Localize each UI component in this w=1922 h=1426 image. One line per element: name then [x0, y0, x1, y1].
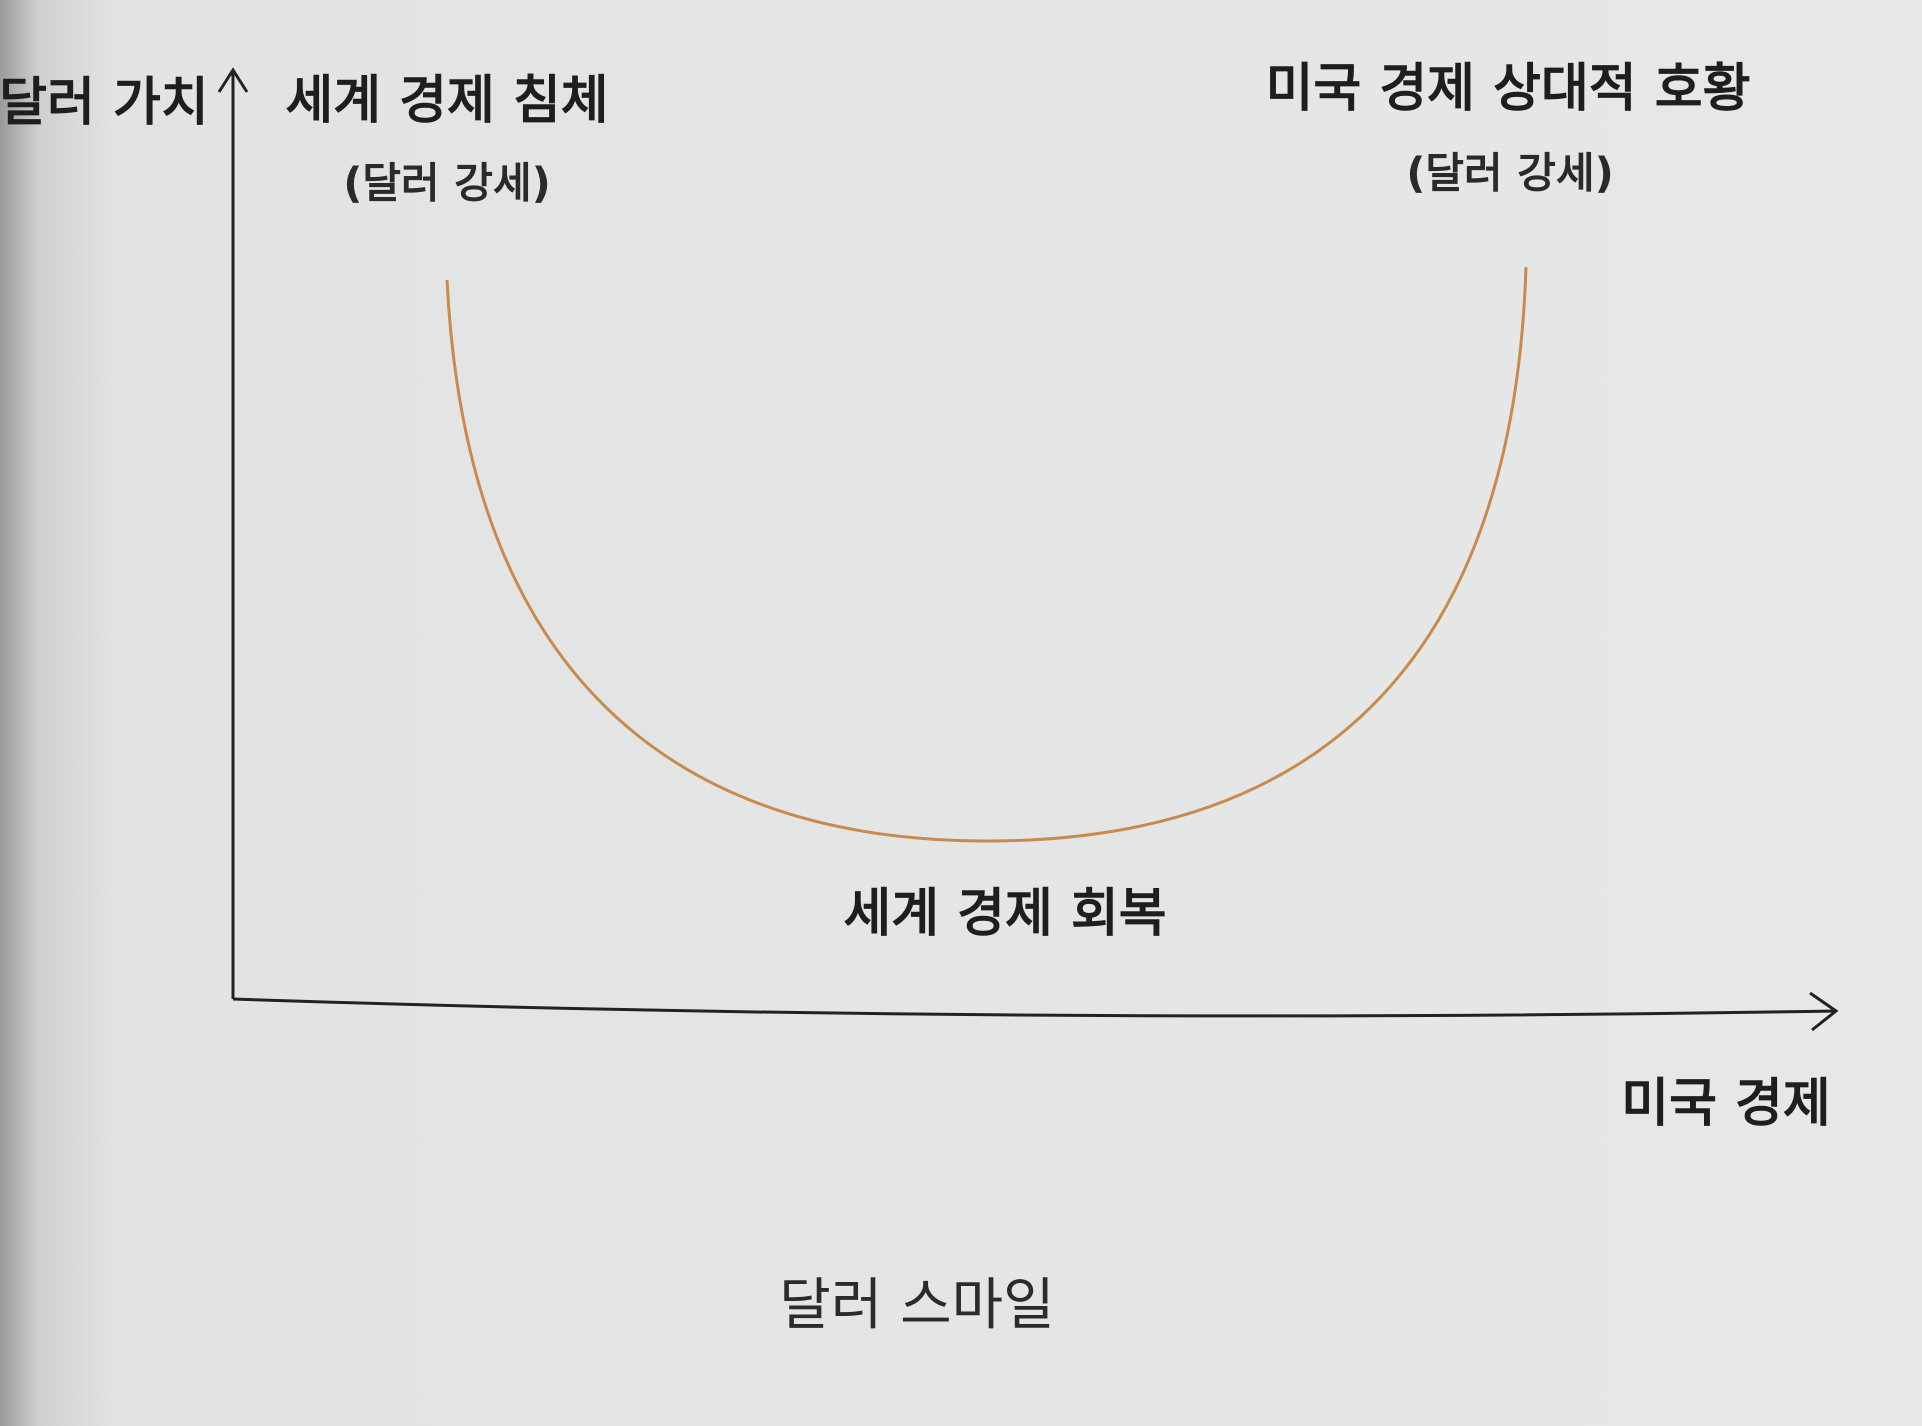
y-axis-arrow [217, 67, 249, 93]
right-label-title: 미국 경제 상대적 호황 [1266, 59, 1751, 119]
smile-curve [445, 266, 1528, 843]
x-axis-arrow [1809, 991, 1839, 1032]
caption: 달러 스마일 [779, 1273, 1054, 1338]
x-axis-label: 미국 경제 [1621, 1074, 1830, 1134]
bottom-label: 세계 경제 회복 [843, 884, 1166, 944]
right-label-subtitle: (달러 강세) [1406, 149, 1614, 198]
left-label-subtitle: (달러 강세) [343, 159, 551, 208]
y-axis-label: 달러 가치 [0, 73, 209, 133]
x-axis [232, 997, 1837, 1018]
left-label-title: 세계 경제 침체 [285, 71, 608, 131]
